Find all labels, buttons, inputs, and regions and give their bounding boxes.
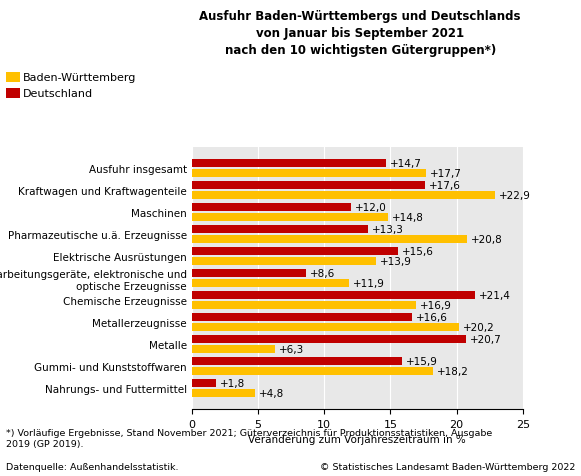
Text: +16,9: +16,9 [419, 300, 451, 310]
Bar [192, 248, 399, 256]
Text: +21,4: +21,4 [479, 290, 511, 300]
Text: +1,8: +1,8 [220, 378, 245, 388]
Bar [192, 379, 216, 387]
Bar [192, 181, 425, 190]
Bar [192, 169, 426, 178]
Bar [192, 313, 411, 321]
Text: +16,6: +16,6 [415, 312, 447, 322]
Text: +4,8: +4,8 [259, 388, 285, 398]
Bar [192, 301, 415, 309]
Text: Datenquelle: Außenhandelsstatistik.: Datenquelle: Außenhandelsstatistik. [6, 462, 178, 471]
Bar [192, 191, 495, 200]
Bar [192, 225, 368, 234]
Bar [192, 203, 351, 212]
Text: +13,3: +13,3 [372, 225, 404, 235]
Text: Deutschland: Deutschland [23, 89, 94, 99]
Text: +8,6: +8,6 [310, 268, 335, 278]
Bar [192, 269, 306, 278]
Text: © Statistisches Landesamt Baden-Württemberg 2022: © Statistisches Landesamt Baden-Württemb… [320, 462, 575, 471]
Text: +15,9: +15,9 [406, 356, 438, 366]
Text: +14,8: +14,8 [392, 213, 424, 223]
Text: +18,2: +18,2 [437, 367, 469, 377]
Text: +17,7: +17,7 [430, 169, 462, 178]
Bar [192, 279, 349, 288]
Text: +15,6: +15,6 [403, 247, 434, 257]
Bar [192, 335, 466, 344]
Text: +22,9: +22,9 [499, 191, 531, 201]
Bar [192, 258, 376, 266]
Text: Ausfuhr Baden-Württembergs und Deutschlands
von Januar bis September 2021
nach d: Ausfuhr Baden-Württembergs und Deutschla… [199, 10, 521, 57]
Bar [192, 345, 275, 354]
Text: +20,8: +20,8 [471, 235, 503, 245]
Text: +20,7: +20,7 [470, 334, 501, 344]
Text: +17,6: +17,6 [429, 180, 461, 190]
Text: +11,9: +11,9 [353, 278, 385, 288]
Bar [192, 323, 460, 332]
Text: *) Vorläufige Ergebnisse, Stand November 2021; Güterverzeichnis für Produktionss: *) Vorläufige Ergebnisse, Stand November… [6, 428, 492, 448]
Text: Baden-Württemberg: Baden-Württemberg [23, 73, 137, 83]
Bar [192, 236, 467, 244]
Text: +20,2: +20,2 [463, 322, 495, 332]
X-axis label: Veränderung zum Vorjahreszeitraum in %: Veränderung zum Vorjahreszeitraum in % [249, 435, 466, 445]
Text: +12,0: +12,0 [354, 203, 386, 212]
Bar [192, 357, 403, 366]
Text: +13,9: +13,9 [380, 257, 412, 267]
Bar [192, 291, 475, 299]
Bar [192, 159, 386, 168]
Bar [192, 367, 433, 376]
Text: +6,3: +6,3 [279, 345, 304, 354]
Text: +14,7: +14,7 [390, 159, 422, 169]
Bar [192, 389, 255, 397]
Bar [192, 213, 388, 222]
